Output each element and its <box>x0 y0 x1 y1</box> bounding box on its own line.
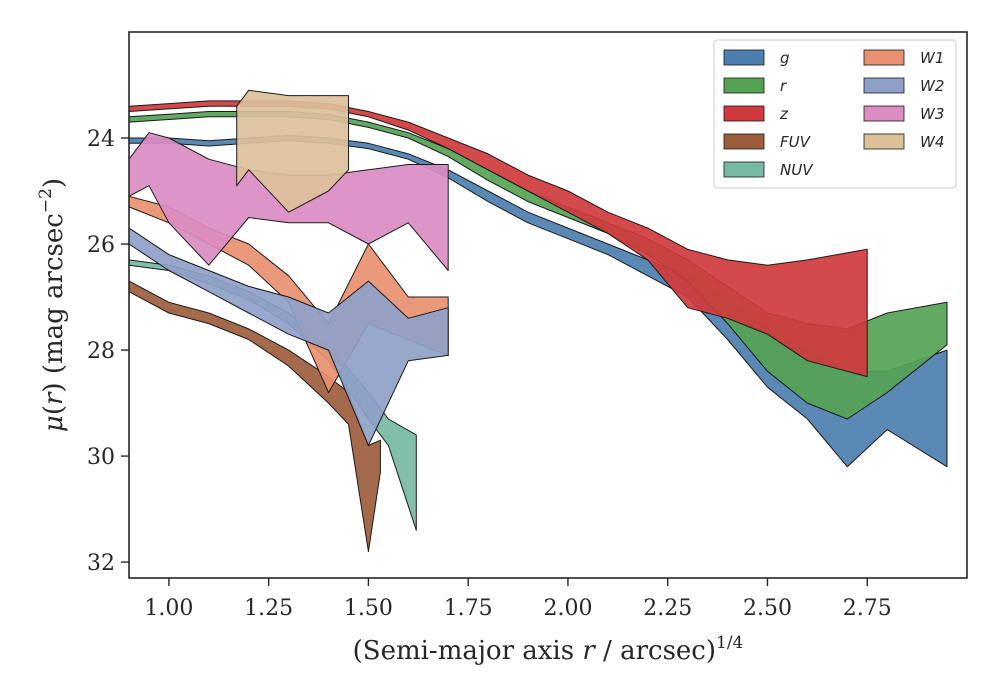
x-axis-label: (Semi-major axis r / arcsec)1/4 <box>353 633 744 666</box>
legend-swatch-z <box>723 105 765 122</box>
plot-frame <box>128 31 968 579</box>
legend-swatch-fuv <box>723 133 765 150</box>
legend-label-w3: W3 <box>920 105 944 123</box>
legend-label-w1: W1 <box>920 49 944 67</box>
series-area-w2 <box>128 227 449 446</box>
x-tick-label: 1.50 <box>344 596 393 621</box>
legend-swatch-nuv <box>723 161 765 178</box>
x-tick-label: 1.75 <box>444 596 493 621</box>
series-area-w4 <box>236 89 349 213</box>
x-tick-label: 1.25 <box>244 596 293 621</box>
legend-frame <box>713 39 957 189</box>
legend-label-fuv: FUV <box>780 133 812 151</box>
x-tick-label: 2.75 <box>843 596 892 621</box>
y-tick-label: 26 <box>87 233 115 258</box>
legend-swatch-w2 <box>863 77 905 94</box>
y-tick-label: 28 <box>87 339 115 364</box>
legend-swatch-w4 <box>863 133 905 150</box>
legend-label-g: g <box>780 49 790 67</box>
legend-label-w4: W4 <box>920 133 944 151</box>
x-tick-label: 2.00 <box>543 596 592 621</box>
legend-label-r: r <box>780 77 787 95</box>
legend-label-z: z <box>779 105 789 123</box>
legend-label-w2: W2 <box>920 77 944 95</box>
y-tick-label: 30 <box>87 445 115 470</box>
series-area-r <box>128 111 948 420</box>
legend-label-nuv: NUV <box>780 161 814 179</box>
y-axis: 24 26 28 30 32 <box>87 127 129 576</box>
x-tick-label: 2.25 <box>643 596 692 621</box>
legend-swatch-g <box>723 49 765 66</box>
legend-swatch-r <box>723 77 765 94</box>
legend: grz FUV NUV W1 W2 W3 W4 <box>713 39 957 189</box>
y-axis-label: μ(r) (mag arcsec−2) <box>36 178 69 432</box>
x-tick-label: 1.00 <box>144 596 193 621</box>
y-tick-label: 24 <box>87 127 115 152</box>
series-area-fuv <box>128 280 381 552</box>
x-tick-label: 2.50 <box>743 596 792 621</box>
legend-swatch-w3 <box>863 105 905 122</box>
legend-swatch-w1 <box>863 49 905 66</box>
series-area-g <box>128 134 948 468</box>
y-tick-label: 32 <box>87 551 115 576</box>
x-axis: 1.00 1.25 1.50 1.75 2.00 2.25 2.50 2.75 <box>144 578 892 621</box>
series-areas <box>128 89 948 552</box>
